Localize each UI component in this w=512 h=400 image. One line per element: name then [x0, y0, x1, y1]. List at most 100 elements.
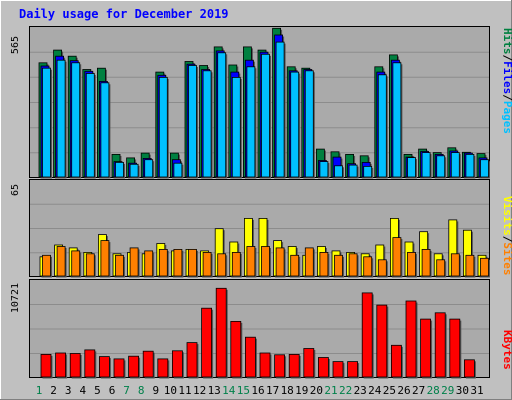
x-label-day-11: 11: [178, 384, 191, 397]
chart-title: Daily usage for December 2019: [19, 7, 229, 21]
x-label-day-29: 29: [441, 384, 454, 397]
kb-bar-kbytes-21: [332, 361, 344, 378]
x-label-day-24: 24: [368, 384, 382, 397]
visit-bar-sites-14: [231, 251, 241, 277]
kbytes-ymax-label: 10721: [10, 283, 21, 313]
x-label-day-14: 14: [222, 384, 236, 397]
svg-text:KBytes: KBytes: [501, 330, 512, 370]
kb-bar-kbytes-25: [390, 344, 402, 378]
visits-sites-bars: [39, 217, 490, 278]
kb-bar-kbytes-27: [420, 318, 432, 378]
visit-bar-sites-6: [115, 254, 124, 277]
visits-ymax-label: 65: [10, 184, 21, 196]
x-label-day-17: 17: [266, 384, 279, 397]
x-label-day-22: 22: [339, 384, 352, 397]
visit-bar-sites-9: [158, 248, 168, 277]
usage-bar-pages-14: [231, 77, 241, 178]
legend-files: Files: [501, 61, 512, 94]
kb-bar-kbytes-18: [288, 353, 300, 378]
kb-bar-kbytes-26: [405, 300, 417, 378]
kb-bar-kbytes-22: [347, 361, 359, 378]
kb-bar-kbytes-24: [376, 304, 388, 378]
visit-bar-sites-21: [334, 254, 343, 277]
legend-kbytes: KBytes: [501, 330, 512, 370]
x-label-day-5: 5: [94, 384, 101, 397]
kb-bar-kbytes-17: [274, 354, 286, 378]
kb-bar-kbytes-1: [40, 353, 52, 378]
usage-bar-pages-21: [334, 165, 343, 178]
usage-bar-pages-9: [158, 77, 168, 178]
x-label-day-19: 19: [295, 384, 308, 397]
x-label-day-3: 3: [65, 384, 72, 397]
kb-bar-kbytes-28: [434, 312, 446, 378]
legend-sites: Sites: [501, 242, 512, 275]
usage-bar-pages-11: [188, 65, 197, 178]
usage-bar-pages-3: [71, 62, 81, 178]
x-label-day-8: 8: [138, 384, 145, 397]
usage-bar-pages-19: [304, 70, 314, 178]
legend-sep-1: /: [501, 55, 512, 62]
kb-bar-kbytes-12: [201, 307, 213, 378]
usage-bar-pages-20: [319, 161, 329, 178]
legend-visits: Visits: [501, 196, 512, 236]
hits-legend: Hits/Files/Pages: [501, 28, 512, 134]
usage-bar-pages-12: [202, 70, 212, 178]
visit-bar-sites-3: [71, 250, 81, 277]
kbytes-legend: KBytes: [501, 330, 512, 370]
x-label-day-25: 25: [383, 384, 396, 397]
usage-bar-pages-5: [100, 82, 110, 178]
usage-bar-pages-6: [115, 161, 124, 178]
kb-bar-kbytes-14: [230, 320, 242, 378]
kb-bar-kbytes-20: [317, 357, 329, 378]
kb-bar-kbytes-4: [84, 349, 96, 378]
usage-bar-pages-15: [246, 66, 256, 178]
visit-bar-sites-7: [129, 247, 139, 277]
x-label-day-6: 6: [109, 384, 116, 397]
visit-bar-sites-11: [188, 248, 197, 277]
visit-bar-sites-10: [173, 248, 183, 277]
x-label-day-15: 15: [237, 384, 250, 397]
x-label-day-2: 2: [50, 384, 57, 397]
visit-bar-sites-18: [290, 254, 300, 277]
visit-bar-sites-12: [202, 251, 212, 277]
legend-sep-3: /: [501, 236, 512, 243]
visit-bar-sites-30: [465, 254, 475, 277]
visit-bar-sites-31: [480, 257, 489, 277]
visit-bar-sites-26: [407, 251, 416, 277]
kb-bar-kbytes-10: [171, 350, 183, 378]
kb-bar-kbytes-29: [449, 318, 461, 378]
x-label-day-30: 30: [456, 384, 469, 397]
usage-bar-pages-17: [275, 41, 285, 178]
x-label-day-27: 27: [412, 384, 425, 397]
visit-bar-sites-8: [144, 250, 154, 277]
hits-files-pages-bars: [38, 27, 490, 179]
usage-bar-pages-13: [217, 52, 227, 178]
usage-bar-pages-10: [173, 162, 183, 178]
kb-bar-kbytes-7: [128, 355, 140, 378]
x-label-day-21: 21: [324, 384, 337, 397]
kb-bar-kbytes-19: [303, 348, 315, 378]
x-label-day-9: 9: [152, 384, 159, 397]
visit-bar-sites-25: [392, 237, 402, 277]
usage-bar-pages-25: [392, 62, 402, 178]
kb-bar-kbytes-13: [215, 287, 227, 378]
svg-text:Visits/Sites: Visits/Sites: [501, 196, 512, 276]
x-label-day-13: 13: [208, 384, 221, 397]
x-label-day-10: 10: [164, 384, 177, 397]
usage-bar-pages-31: [480, 159, 489, 178]
usage-bar-pages-18: [290, 71, 300, 178]
visit-bar-sites-5: [100, 240, 110, 277]
kbytes-bars: [40, 287, 476, 379]
usage-bar-pages-28: [436, 155, 446, 178]
kb-bar-kbytes-8: [142, 350, 154, 378]
visit-bar-sites-22: [348, 253, 358, 277]
x-label-day-26: 26: [397, 384, 410, 397]
visit-bar-sites-19: [304, 247, 314, 277]
svg-text:Hits/Files/Pages: Hits/Files/Pages: [501, 28, 512, 134]
usage-bar-pages-16: [261, 53, 270, 178]
x-label-day-28: 28: [427, 384, 440, 397]
x-label-day-16: 16: [251, 384, 264, 397]
x-label-day-1: 1: [36, 384, 43, 397]
usage-bar-pages-22: [348, 164, 358, 178]
